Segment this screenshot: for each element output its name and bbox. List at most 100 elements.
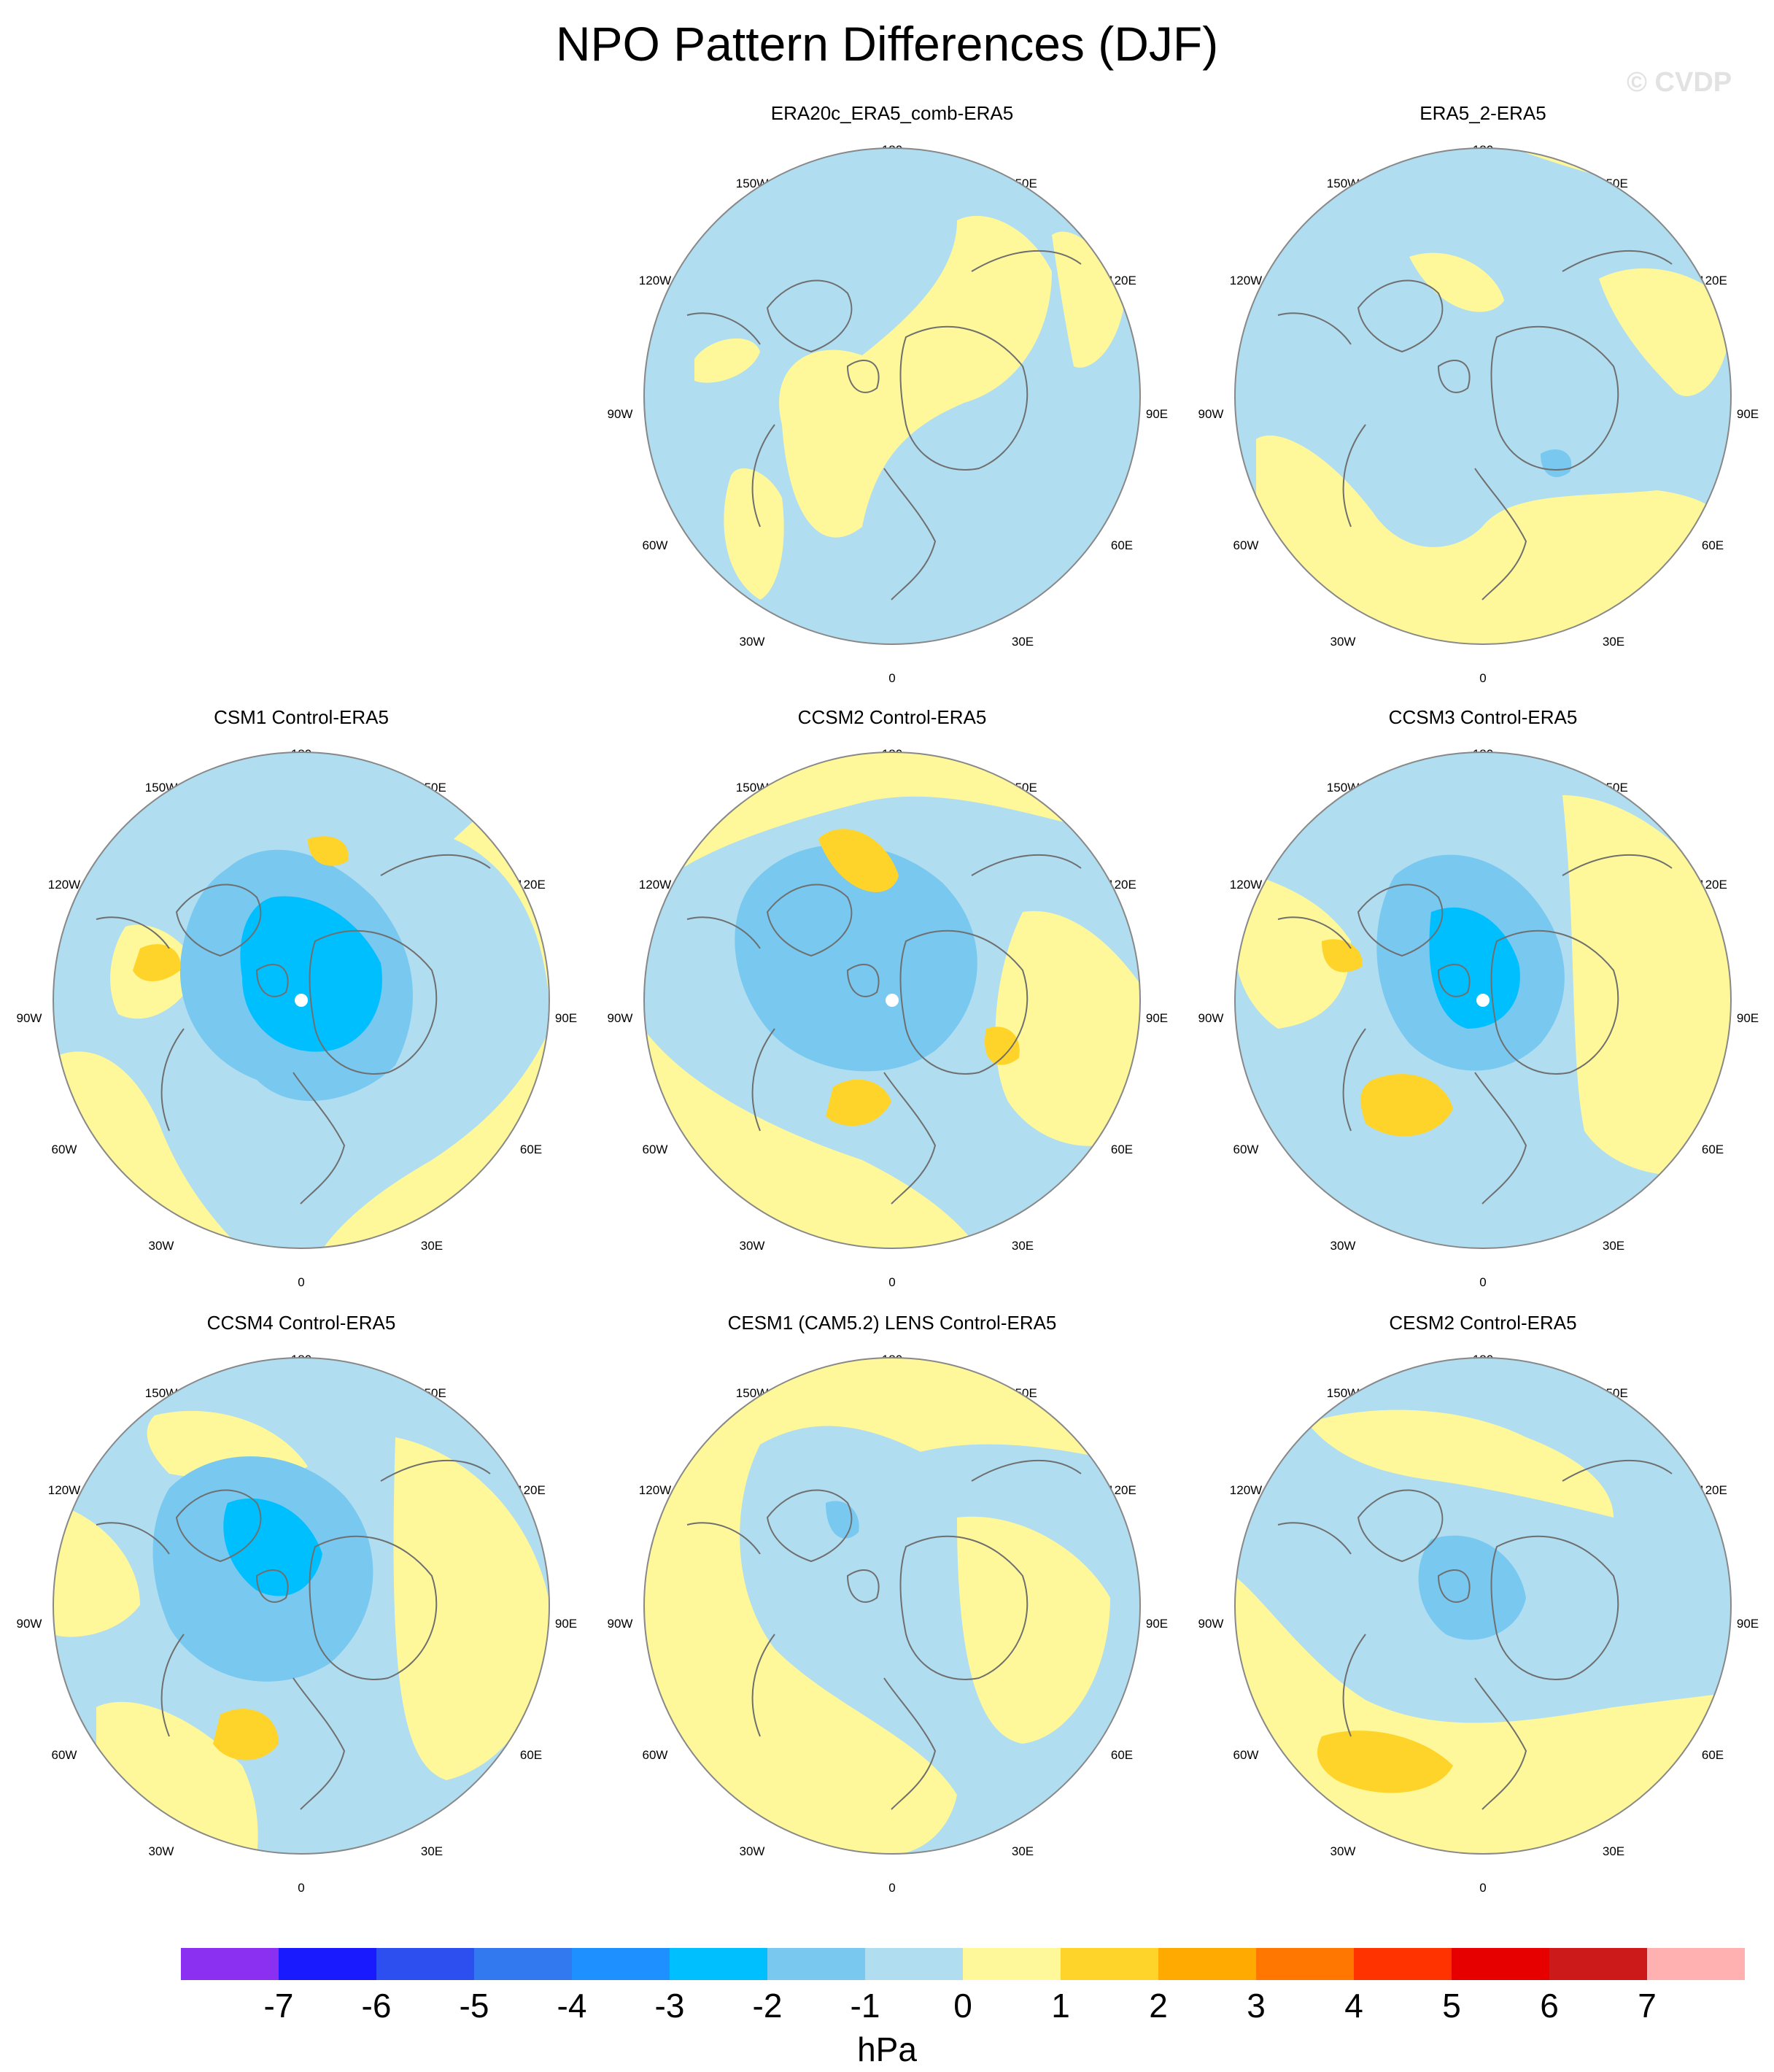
longitude-label: 90W bbox=[1198, 1617, 1224, 1631]
negative-anomaly bbox=[1418, 1535, 1526, 1640]
colorbar-swatch bbox=[865, 1948, 963, 1980]
colorbar-swatch bbox=[1256, 1948, 1354, 1980]
coastline bbox=[751, 1634, 775, 1737]
longitude-label: 120E bbox=[516, 1483, 546, 1497]
longitude-label: 120E bbox=[1698, 274, 1727, 287]
longitude-label: 60E bbox=[1701, 1748, 1724, 1762]
longitude-label: 60W bbox=[51, 1143, 77, 1156]
colorbar-swatch bbox=[1354, 1948, 1452, 1980]
coastline bbox=[380, 854, 491, 876]
colorbar-tick-label: 5 bbox=[1442, 1987, 1461, 2025]
pole-marker bbox=[886, 994, 899, 1007]
positive-anomaly bbox=[308, 836, 349, 866]
coastline bbox=[1490, 326, 1619, 471]
longitude-label: 60W bbox=[642, 1748, 668, 1762]
map-panel: CCSM3 Control-ERA5180150E120E90E60E30E03… bbox=[1188, 706, 1774, 1312]
coastline bbox=[971, 250, 1082, 272]
coastline bbox=[1562, 250, 1673, 272]
longitude-label: 0 bbox=[888, 671, 896, 685]
longitude-label: 90E bbox=[554, 1617, 578, 1631]
colorbar-tick-label: -2 bbox=[752, 1987, 783, 2025]
colorbar-swatch bbox=[181, 1948, 279, 1980]
colorbar bbox=[181, 1948, 1745, 1980]
coastline bbox=[1474, 1072, 1527, 1205]
positive-anomaly bbox=[1599, 268, 1731, 396]
positive-anomaly bbox=[957, 1516, 1110, 1744]
coastline bbox=[1474, 1677, 1527, 1810]
colorbar-tick-label: -7 bbox=[263, 1987, 294, 2025]
colorbar-swatch bbox=[1647, 1948, 1745, 1980]
longitude-label: 0 bbox=[298, 1881, 305, 1895]
longitude-label: 60W bbox=[1233, 1748, 1259, 1762]
colorbar-swatch bbox=[572, 1948, 670, 1980]
coastline bbox=[1342, 1634, 1366, 1737]
longitude-label: 60E bbox=[1110, 1143, 1134, 1156]
longitude-label: 60E bbox=[1110, 538, 1134, 552]
coastline bbox=[883, 1072, 937, 1205]
coastline bbox=[96, 916, 170, 949]
longitude-label: 30W bbox=[739, 635, 765, 649]
coastline bbox=[899, 326, 1029, 471]
coastline bbox=[883, 1677, 937, 1810]
positive-anomaly bbox=[694, 338, 760, 383]
positive-anomaly bbox=[1322, 939, 1363, 973]
colorbar-tick-label: 4 bbox=[1344, 1987, 1363, 2025]
longitude-label: 90W bbox=[607, 1011, 633, 1025]
colorbar-tick-label: -3 bbox=[654, 1987, 685, 2025]
positive-anomaly bbox=[322, 752, 549, 1248]
colorbar-swatch bbox=[1549, 1948, 1647, 1980]
coastline bbox=[686, 916, 761, 949]
coastline bbox=[255, 1569, 289, 1603]
coastline bbox=[1437, 963, 1471, 997]
positive-anomaly bbox=[995, 911, 1140, 1146]
coastline bbox=[686, 1522, 761, 1555]
map-border bbox=[1234, 1357, 1732, 1855]
longitude-label: 30E bbox=[1602, 635, 1625, 649]
longitude-label: 120W bbox=[1229, 878, 1263, 892]
coastline bbox=[1562, 854, 1673, 876]
positive-anomaly bbox=[1256, 436, 1731, 644]
page-title: NPO Pattern Differences (DJF) bbox=[555, 17, 1219, 71]
coastline bbox=[1277, 916, 1352, 949]
colorbar-tick-label: 7 bbox=[1638, 1987, 1657, 2025]
map-border bbox=[1234, 751, 1732, 1249]
longitude-label: 90W bbox=[16, 1011, 42, 1025]
longitude-label: 30E bbox=[1011, 635, 1034, 649]
map-border bbox=[643, 1357, 1141, 1855]
coastline bbox=[380, 1459, 491, 1482]
longitude-label: 120E bbox=[1107, 1483, 1136, 1497]
longitude-label: 90E bbox=[554, 1011, 578, 1025]
longitude-label: 60E bbox=[519, 1143, 543, 1156]
colorbar-swatch bbox=[963, 1948, 1061, 1980]
negative-anomaly bbox=[240, 896, 382, 1052]
longitude-label: 30E bbox=[1011, 1239, 1034, 1253]
coastline bbox=[1357, 1489, 1444, 1563]
longitude-label: 30W bbox=[148, 1239, 174, 1253]
positive-anomaly bbox=[53, 1503, 140, 1637]
longitude-label: 120E bbox=[1698, 1483, 1727, 1497]
coastline bbox=[846, 1569, 880, 1603]
coastline bbox=[1277, 312, 1352, 345]
coastline bbox=[1277, 1522, 1352, 1555]
coastline bbox=[160, 1028, 185, 1132]
colorbar-tick-label: -1 bbox=[850, 1987, 880, 2025]
colorbar-swatch bbox=[376, 1948, 474, 1980]
longitude-label: 0 bbox=[1479, 671, 1487, 685]
coastline bbox=[255, 963, 289, 997]
panel-title: CCSM3 Control-ERA5 bbox=[1388, 706, 1578, 728]
panel-title: CCSM2 Control-ERA5 bbox=[797, 706, 987, 728]
longitude-label: 60E bbox=[1701, 1143, 1724, 1156]
polar-map bbox=[1234, 751, 1732, 1249]
longitude-label: 0 bbox=[1479, 1275, 1487, 1289]
longitude-label: 30W bbox=[1330, 635, 1356, 649]
longitude-label: 30W bbox=[1330, 1239, 1356, 1253]
colorbar-tick-label: 0 bbox=[953, 1987, 972, 2025]
longitude-label: 90W bbox=[607, 407, 633, 421]
coastline bbox=[1357, 279, 1444, 353]
longitude-label: 60E bbox=[519, 1748, 543, 1762]
longitude-label: 0 bbox=[298, 1275, 305, 1289]
negative-anomaly bbox=[1429, 907, 1520, 1029]
longitude-label: 120W bbox=[1229, 1483, 1263, 1497]
panel-title: ERA20c_ERA5_comb-ERA5 bbox=[770, 102, 1014, 124]
map-border bbox=[643, 147, 1141, 645]
